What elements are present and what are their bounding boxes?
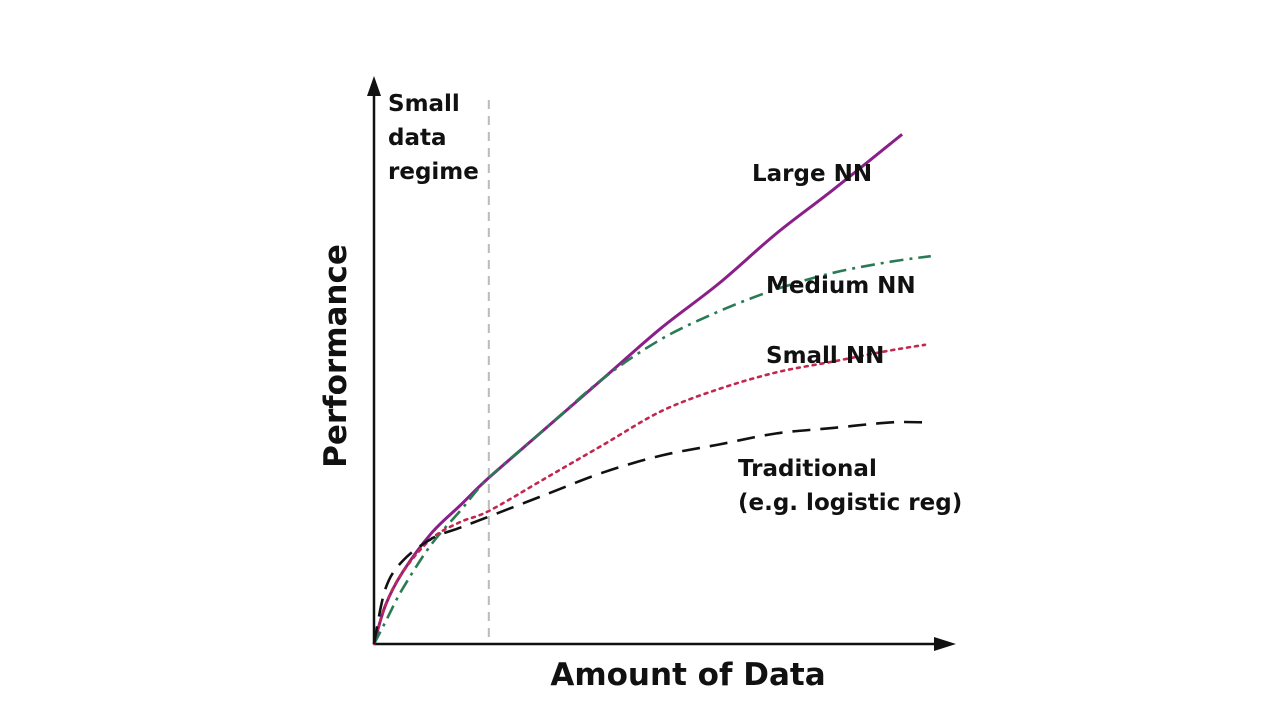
series-line-small-nn [372, 343, 927, 646]
regime-label: Small data regime [388, 91, 479, 185]
x-axis-label: Amount of Data [550, 657, 825, 693]
series-label-line: (e.g. logistic reg) [738, 490, 962, 516]
y-axis-label: Performance [318, 244, 354, 468]
series-label-small-nn: Small NN [766, 343, 884, 369]
series-label-line: Traditional [738, 456, 877, 482]
series-line-medium-nn [372, 254, 931, 645]
series-line-large-nn [372, 133, 904, 645]
regime-label-line: Small [388, 91, 460, 117]
series-label-large-nn: Large NN [752, 161, 872, 187]
series-label-medium-nn: Medium NN [766, 273, 916, 299]
y-axis-arrowhead [367, 76, 381, 96]
series-label-traditional: Traditional (e.g. logistic reg) [738, 456, 962, 516]
x-axis-arrowhead [934, 637, 956, 651]
regime-label-line: regime [388, 159, 479, 185]
series-line-traditional-e-g-logistic-reg [372, 420, 926, 645]
regime-label-line: data [388, 125, 447, 151]
series-group [372, 133, 931, 646]
